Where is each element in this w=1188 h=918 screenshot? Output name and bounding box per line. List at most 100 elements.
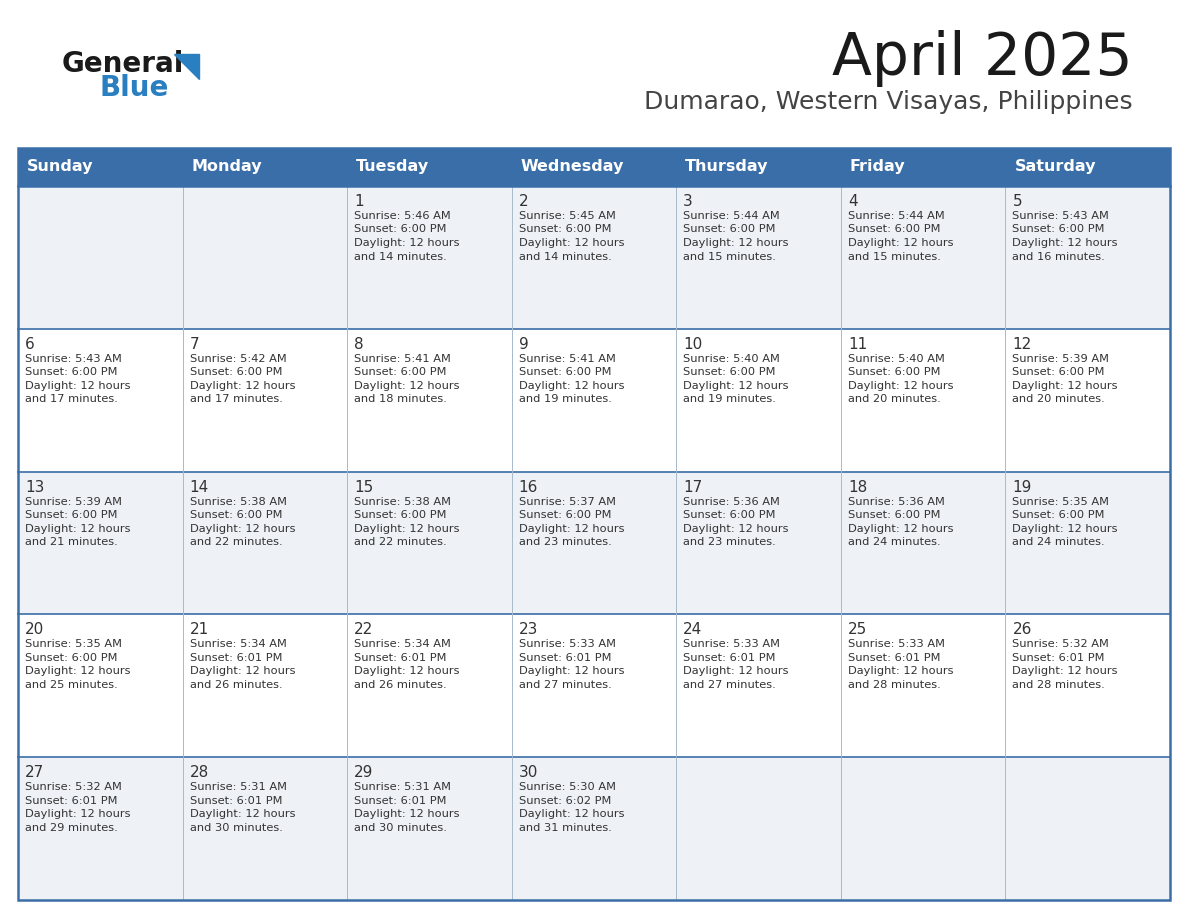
Text: Sunrise: 5:33 AM: Sunrise: 5:33 AM [519,640,615,649]
Text: Daylight: 12 hours: Daylight: 12 hours [683,523,789,533]
Text: Sunset: 6:01 PM: Sunset: 6:01 PM [190,796,282,806]
Text: Sunset: 6:00 PM: Sunset: 6:00 PM [1012,510,1105,521]
Text: Daylight: 12 hours: Daylight: 12 hours [683,666,789,677]
Text: Daylight: 12 hours: Daylight: 12 hours [354,666,460,677]
Text: 17: 17 [683,479,702,495]
Text: Daylight: 12 hours: Daylight: 12 hours [25,809,131,819]
Text: and 22 minutes.: and 22 minutes. [190,537,283,547]
Bar [1005,148,1170,186]
Text: Sunset: 6:01 PM: Sunset: 6:01 PM [683,653,776,663]
Text: Daylight: 12 hours: Daylight: 12 hours [1012,381,1118,391]
Text: Sunset: 6:00 PM: Sunset: 6:00 PM [354,510,447,521]
Text: and 20 minutes.: and 20 minutes. [1012,395,1105,404]
Polygon shape [173,54,200,79]
Bar [841,148,1005,186]
Text: Sunrise: 5:37 AM: Sunrise: 5:37 AM [519,497,615,507]
Text: and 17 minutes.: and 17 minutes. [190,395,283,404]
Text: and 26 minutes.: and 26 minutes. [190,680,283,690]
Text: and 20 minutes.: and 20 minutes. [848,395,941,404]
Text: Sunrise: 5:44 AM: Sunrise: 5:44 AM [848,211,944,221]
Text: and 14 minutes.: and 14 minutes. [354,252,447,262]
Text: Daylight: 12 hours: Daylight: 12 hours [354,523,460,533]
Text: Daylight: 12 hours: Daylight: 12 hours [848,666,953,677]
Text: Sunset: 6:00 PM: Sunset: 6:00 PM [354,367,447,377]
Text: Sunrise: 5:36 AM: Sunrise: 5:36 AM [683,497,781,507]
Text: Sunrise: 5:39 AM: Sunrise: 5:39 AM [1012,353,1110,364]
Bar [347,148,512,186]
Text: Daylight: 12 hours: Daylight: 12 hours [519,238,624,248]
Text: Sunrise: 5:32 AM: Sunrise: 5:32 AM [25,782,122,792]
Text: and 14 minutes.: and 14 minutes. [519,252,612,262]
Text: and 17 minutes.: and 17 minutes. [25,395,118,404]
Text: Sunrise: 5:31 AM: Sunrise: 5:31 AM [354,782,451,792]
Text: and 28 minutes.: and 28 minutes. [848,680,941,690]
Text: Sunset: 6:00 PM: Sunset: 6:00 PM [1012,225,1105,234]
Text: Sunrise: 5:38 AM: Sunrise: 5:38 AM [354,497,451,507]
Bar [18,757,1170,900]
Text: Daylight: 12 hours: Daylight: 12 hours [354,238,460,248]
Text: Blue: Blue [99,74,169,102]
Bar [18,186,1170,329]
Text: 1: 1 [354,194,364,209]
Text: Sunset: 6:01 PM: Sunset: 6:01 PM [354,653,447,663]
Text: Saturday: Saturday [1015,160,1095,174]
Bar [18,472,1170,614]
Text: Sunrise: 5:42 AM: Sunrise: 5:42 AM [190,353,286,364]
Bar [18,614,1170,757]
Text: 30: 30 [519,766,538,780]
Text: 8: 8 [354,337,364,352]
Text: and 22 minutes.: and 22 minutes. [354,537,447,547]
Text: Daylight: 12 hours: Daylight: 12 hours [519,666,624,677]
Text: 29: 29 [354,766,373,780]
Text: Daylight: 12 hours: Daylight: 12 hours [190,809,295,819]
Text: Sunrise: 5:35 AM: Sunrise: 5:35 AM [1012,497,1110,507]
Text: Sunset: 6:01 PM: Sunset: 6:01 PM [1012,653,1105,663]
Bar [183,148,347,186]
Text: 28: 28 [190,766,209,780]
Text: Sunset: 6:00 PM: Sunset: 6:00 PM [190,367,282,377]
Text: and 19 minutes.: and 19 minutes. [683,395,776,404]
Text: 26: 26 [1012,622,1032,637]
Text: and 15 minutes.: and 15 minutes. [683,252,776,262]
Text: and 26 minutes.: and 26 minutes. [354,680,447,690]
Text: 2: 2 [519,194,529,209]
Bar [18,148,1170,900]
Text: and 31 minutes.: and 31 minutes. [519,823,612,833]
Text: Daylight: 12 hours: Daylight: 12 hours [519,523,624,533]
Text: Wednesday: Wednesday [520,160,624,174]
Text: Sunset: 6:00 PM: Sunset: 6:00 PM [519,225,611,234]
Text: Friday: Friday [849,160,905,174]
Text: Sunrise: 5:38 AM: Sunrise: 5:38 AM [190,497,286,507]
Text: 25: 25 [848,622,867,637]
Text: and 24 minutes.: and 24 minutes. [1012,537,1105,547]
Text: Tuesday: Tuesday [356,160,429,174]
Text: 14: 14 [190,479,209,495]
Text: Sunrise: 5:44 AM: Sunrise: 5:44 AM [683,211,781,221]
Text: and 27 minutes.: and 27 minutes. [519,680,612,690]
Text: Daylight: 12 hours: Daylight: 12 hours [848,523,953,533]
Text: Sunrise: 5:39 AM: Sunrise: 5:39 AM [25,497,122,507]
Text: Sunset: 6:00 PM: Sunset: 6:00 PM [683,225,776,234]
Text: Sunrise: 5:46 AM: Sunrise: 5:46 AM [354,211,451,221]
Text: Daylight: 12 hours: Daylight: 12 hours [354,809,460,819]
Text: Daylight: 12 hours: Daylight: 12 hours [848,238,953,248]
Text: 21: 21 [190,622,209,637]
Text: Daylight: 12 hours: Daylight: 12 hours [354,381,460,391]
Text: Sunrise: 5:32 AM: Sunrise: 5:32 AM [1012,640,1110,649]
Text: 27: 27 [25,766,44,780]
Text: Sunset: 6:00 PM: Sunset: 6:00 PM [190,510,282,521]
Text: Daylight: 12 hours: Daylight: 12 hours [25,666,131,677]
Text: and 18 minutes.: and 18 minutes. [354,395,447,404]
Text: Sunset: 6:00 PM: Sunset: 6:00 PM [25,367,118,377]
Text: 16: 16 [519,479,538,495]
Text: Daylight: 12 hours: Daylight: 12 hours [25,381,131,391]
Text: Sunset: 6:00 PM: Sunset: 6:00 PM [519,367,611,377]
Text: Sunset: 6:00 PM: Sunset: 6:00 PM [519,510,611,521]
Text: and 25 minutes.: and 25 minutes. [25,680,118,690]
Text: 20: 20 [25,622,44,637]
Text: 18: 18 [848,479,867,495]
Text: and 30 minutes.: and 30 minutes. [190,823,283,833]
Text: 6: 6 [25,337,34,352]
Text: Daylight: 12 hours: Daylight: 12 hours [683,381,789,391]
Text: General: General [62,50,184,78]
